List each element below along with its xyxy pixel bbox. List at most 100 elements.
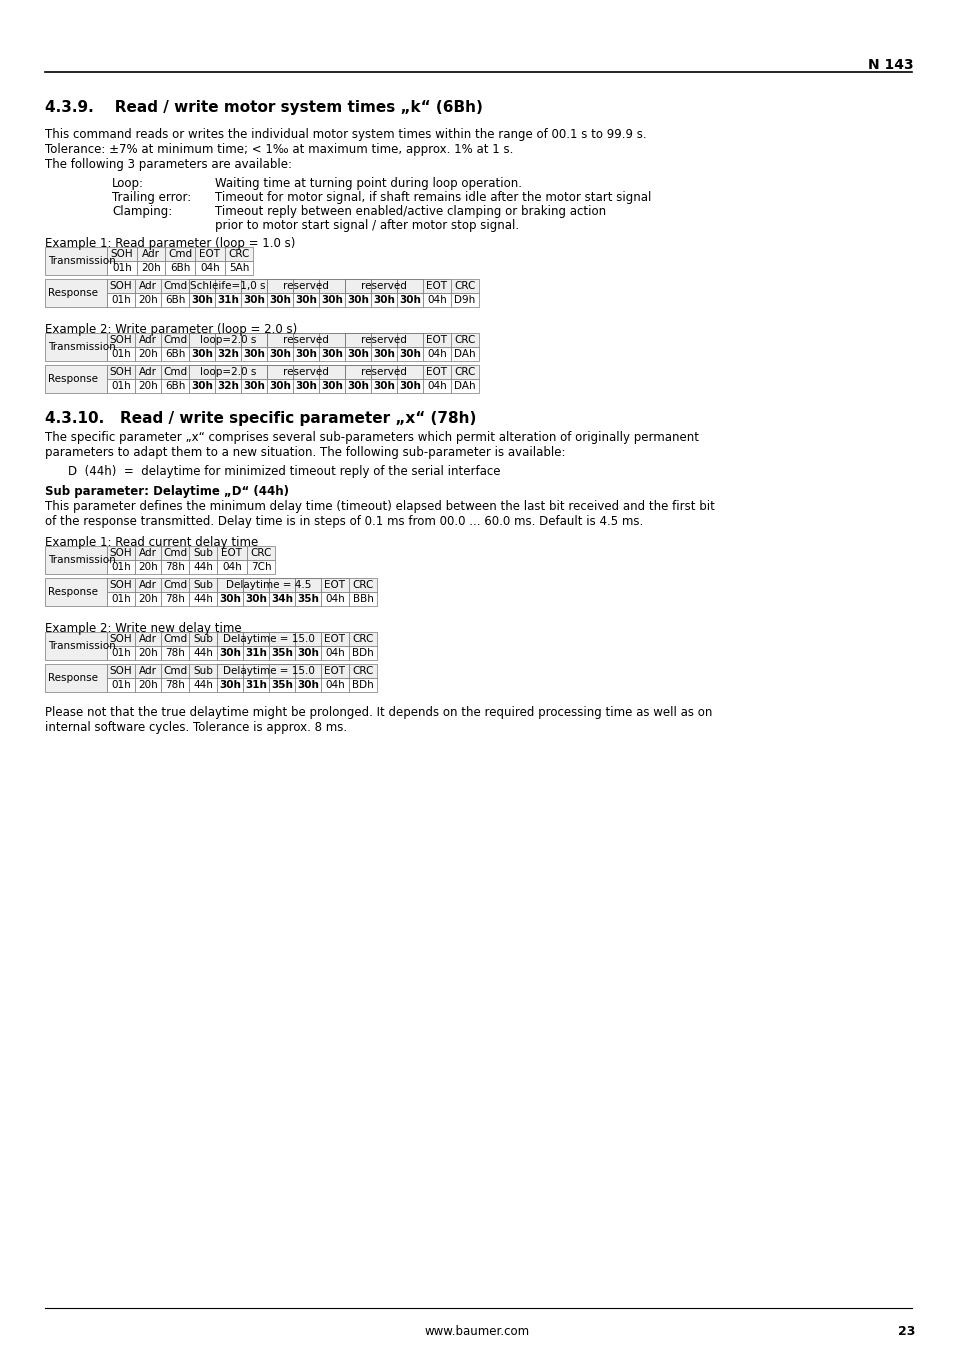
Text: Transmission: Transmission [48,255,115,266]
Bar [216,546,247,561]
Text: SOH: SOH [110,549,132,558]
Bar [189,646,216,661]
Bar [107,663,135,678]
Bar [318,347,345,361]
Text: 30h: 30h [296,648,318,658]
Bar [345,280,371,293]
Text: Cmd: Cmd [163,549,187,558]
Bar [422,280,449,293]
Text: Adr: Adr [142,249,160,259]
Bar [371,347,396,361]
Text: 04h: 04h [427,349,446,359]
Text: 30h: 30h [398,295,420,305]
Bar [216,578,320,592]
Text: SOH: SOH [110,367,132,377]
Bar [267,347,293,361]
Bar [189,546,216,561]
Bar [135,380,161,393]
Text: 4.3.9.    Read / write motor system times „k“ (6Bh): 4.3.9. Read / write motor system times „… [45,100,482,115]
Bar [165,261,194,276]
Text: Sub: Sub [193,549,213,558]
Bar [189,365,267,380]
Text: 04h: 04h [427,295,446,305]
Text: EOT: EOT [426,367,447,377]
Text: SOH: SOH [110,666,132,676]
Text: Loop:: Loop: [112,177,144,190]
Text: Response: Response [48,374,98,384]
Text: D  (44h)  =  delaytime for minimized timeout reply of the serial interface: D (44h) = delaytime for minimized timeou… [68,465,500,478]
Bar [345,332,371,347]
Text: CRC: CRC [352,580,374,590]
Bar [371,332,396,347]
Bar [320,632,349,646]
Text: 5Ah: 5Ah [229,263,249,273]
Text: CRC: CRC [454,335,476,345]
Text: Delaytime = 15.0: Delaytime = 15.0 [223,666,314,676]
Bar [107,546,135,561]
Bar [294,592,320,607]
Text: This command reads or writes the individual motor system times within the range : This command reads or writes the individ… [45,128,646,141]
Text: 20h: 20h [138,562,157,571]
Bar [194,261,225,276]
Bar [214,293,241,307]
Text: Example 1: Read parameter (loop = 1.0 s): Example 1: Read parameter (loop = 1.0 s) [45,236,295,250]
Text: 6Bh: 6Bh [165,349,185,359]
Text: 30h: 30h [296,680,318,690]
Bar [349,578,376,592]
Text: N 143: N 143 [867,58,913,72]
Bar [451,365,478,380]
Text: D9h: D9h [454,295,476,305]
Bar [107,592,135,607]
Text: 20h: 20h [138,680,157,690]
Text: 30h: 30h [321,295,342,305]
Text: 34h: 34h [271,594,293,604]
Bar [161,646,189,661]
Text: SOH: SOH [110,634,132,644]
Text: 04h: 04h [325,680,345,690]
Bar [135,592,161,607]
Text: 30h: 30h [245,594,267,604]
Text: 30h: 30h [269,295,291,305]
Bar [45,332,107,361]
Bar [189,592,216,607]
Text: 30h: 30h [373,381,395,390]
Bar [293,347,318,361]
Bar [345,332,422,347]
Bar [345,380,371,393]
Bar [293,380,318,393]
Text: 32h: 32h [217,349,238,359]
Text: 35h: 35h [271,680,293,690]
Text: 35h: 35h [271,648,293,658]
Text: Response: Response [48,288,98,299]
Bar [371,380,396,393]
Text: Sub: Sub [193,580,213,590]
Text: The specific parameter „x“ comprises several sub-parameters which permit alterat: The specific parameter „x“ comprises sev… [45,431,699,444]
Bar [189,332,214,347]
Text: SOH: SOH [110,281,132,290]
Bar [396,332,422,347]
Text: Adr: Adr [139,580,157,590]
Bar [135,646,161,661]
Text: 6Bh: 6Bh [165,381,185,390]
Text: 20h: 20h [138,648,157,658]
Text: prior to motor start signal / after motor stop signal.: prior to motor start signal / after moto… [214,219,518,232]
Text: 31h: 31h [245,648,267,658]
Bar [189,663,216,678]
Text: 30h: 30h [243,381,265,390]
Bar [318,365,345,380]
Bar [161,561,189,574]
Text: 20h: 20h [138,594,157,604]
Bar [267,332,345,347]
Bar [161,578,189,592]
Text: 01h: 01h [112,263,132,273]
Text: loop=2.0 s: loop=2.0 s [199,367,256,377]
Text: Tolerance: ±7% at minimum time; < 1‰ at maximum time, approx. 1% at 1 s.: Tolerance: ±7% at minimum time; < 1‰ at … [45,143,513,155]
Bar [161,365,189,380]
Bar [349,646,376,661]
Bar [214,380,241,393]
Text: 30h: 30h [191,349,213,359]
Bar [345,365,422,380]
Text: 30h: 30h [243,349,265,359]
Text: Cmd: Cmd [163,666,187,676]
Bar [294,578,320,592]
